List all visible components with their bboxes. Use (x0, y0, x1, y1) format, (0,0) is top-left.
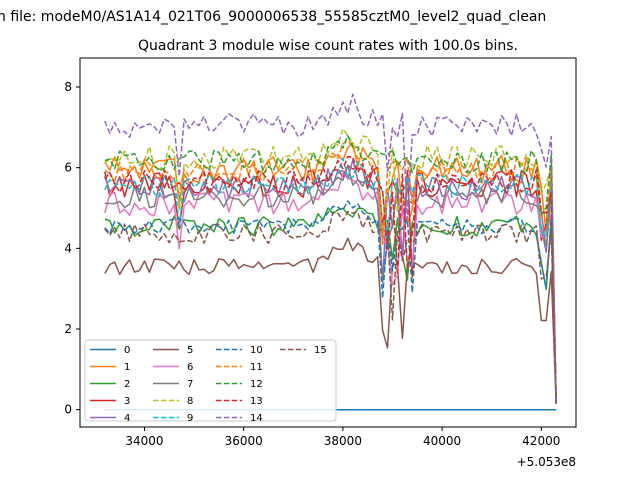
x-axis: 34000 36000 38000 40000 42000 (125, 427, 560, 448)
x-tick-label: 38000 (324, 434, 362, 448)
legend-label-15: 15 (314, 345, 327, 356)
y-tick-label: 4 (64, 241, 72, 255)
series-line-15 (104, 210, 557, 404)
legend-box (84, 339, 337, 422)
legend-label-10: 10 (250, 345, 263, 356)
legend-label-9: 9 (187, 413, 193, 424)
y-tick-label: 8 (64, 80, 72, 94)
legend-label-4: 4 (124, 413, 130, 424)
legend-label-1: 1 (124, 362, 130, 373)
series-line-12 (104, 134, 557, 404)
x-offset-label: +5.053e8 (517, 455, 576, 469)
legend-label-6: 6 (187, 362, 193, 373)
y-axis: 0 2 4 6 8 (64, 80, 80, 417)
figure-suptitle: n file: modeM0/AS1A14_021T06_9000006538_… (0, 9, 546, 25)
y-tick-label: 6 (64, 161, 72, 175)
legend-label-3: 3 (124, 396, 130, 407)
legend-label-8: 8 (187, 396, 193, 407)
x-tick-label: 42000 (522, 434, 560, 448)
series-line-2 (104, 207, 557, 404)
x-tick-label: 34000 (125, 434, 163, 448)
series-line-14 (104, 93, 557, 404)
legend-label-2: 2 (124, 379, 130, 390)
legend-label-5: 5 (187, 345, 193, 356)
series-line-11 (104, 139, 557, 404)
series-line-13 (104, 155, 557, 404)
series-line-5 (104, 237, 557, 404)
legend-label-14: 14 (250, 413, 263, 424)
y-tick-label: 2 (64, 322, 72, 336)
plot-frame (79, 57, 577, 428)
x-tick-label: 36000 (225, 434, 263, 448)
y-tick-label: 0 (64, 403, 72, 417)
series-layer (104, 93, 557, 411)
x-tick-label: 40000 (423, 434, 461, 448)
legend-label-0: 0 (124, 345, 130, 356)
series-line-10 (104, 200, 557, 404)
chart-title: Quadrant 3 module wise count rates with … (138, 38, 518, 54)
legend-label-11: 11 (250, 362, 263, 373)
legend-label-12: 12 (250, 379, 263, 390)
legend-label-7: 7 (187, 379, 193, 390)
legend-label-13: 13 (250, 396, 263, 407)
